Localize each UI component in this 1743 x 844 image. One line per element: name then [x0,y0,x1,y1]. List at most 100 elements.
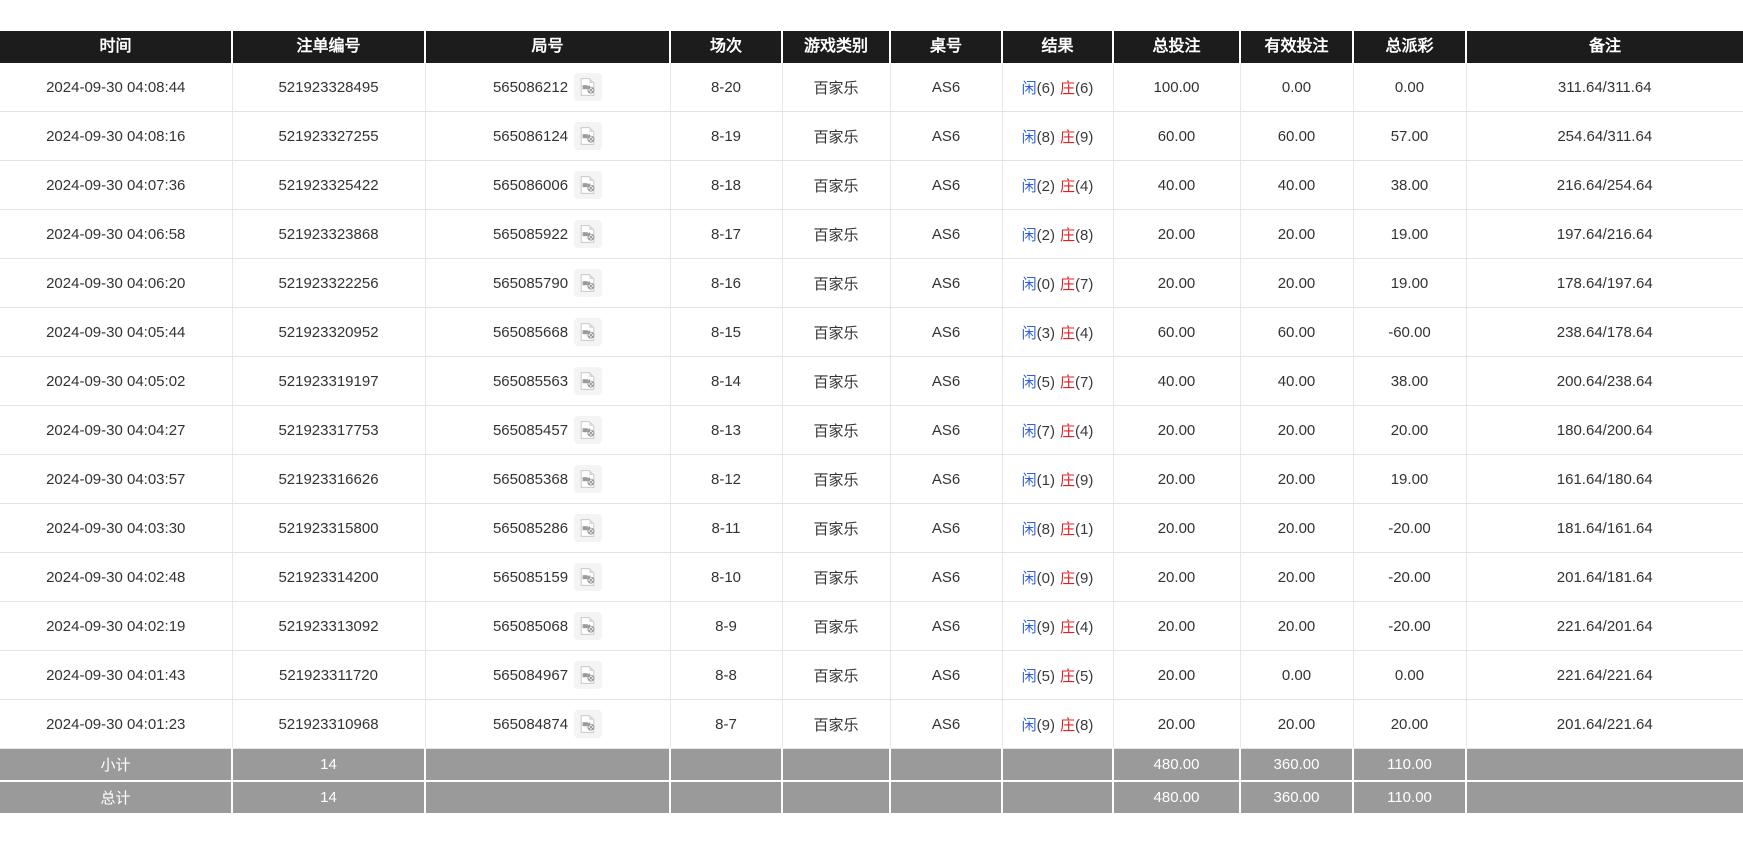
video-replay-icon[interactable] [574,122,603,150]
round-number: 565085286 [492,519,569,537]
summary-label: 小计 [0,748,233,782]
result-player-score: (5) [1036,373,1055,391]
cell-result: 闲(8) 庄(1) [1002,503,1114,553]
table-body: 2024-09-30 04:08:44 521923328495 565086212… [0,63,1743,813]
cell-table-no: AS6 [890,63,1003,112]
result-banker-score: (9) [1075,569,1094,587]
result-banker-label: 庄 [1060,520,1076,538]
video-replay-icon[interactable] [574,367,603,395]
video-replay-icon[interactable] [574,661,603,689]
video-replay-icon[interactable] [574,710,603,738]
cell-round: 565084874 [425,699,671,749]
round-number: 565085668 [492,323,569,341]
summary-table-no [890,748,1003,782]
video-replay-icon[interactable] [574,465,603,493]
cell-time: 2024-09-30 04:04:27 [0,405,233,455]
cell-remark: 221.64/201.64 [1466,601,1743,651]
column-header-remark[interactable]: 备注 [1466,31,1743,63]
cell-total-bet: 100.00 [1113,63,1241,112]
result-banker-label: 庄 [1060,275,1076,293]
cell-game-type: 百家乐 [782,552,891,602]
cell-valid-bet: 0.00 [1240,63,1354,112]
cell-game-type: 百家乐 [782,454,891,504]
cell-table-no: AS6 [890,111,1003,161]
cell-bet-id: 521923322256 [232,258,426,308]
result-player-label: 闲 [1021,520,1037,538]
result-player-label: 闲 [1021,128,1037,146]
cell-session: 8-9 [670,601,783,651]
table-row: 2024-09-30 04:08:44 521923328495 565086212… [0,63,1743,112]
cell-valid-bet: 60.00 [1240,111,1354,161]
cell-total-bet: 20.00 [1113,209,1241,259]
column-header-result[interactable]: 结果 [1002,31,1114,63]
cell-total-bet: 20.00 [1113,405,1241,455]
column-header-valid-bet[interactable]: 有效投注 [1240,31,1354,63]
cell-remark: 180.64/200.64 [1466,405,1743,455]
cell-bet-id: 521923311720 [232,650,426,700]
video-replay-icon[interactable] [574,416,603,444]
column-header-session[interactable]: 场次 [670,31,783,63]
cell-total-bet: 20.00 [1113,699,1241,749]
result-banker-score: (9) [1075,128,1094,146]
result-banker-score: (7) [1075,275,1094,293]
cell-game-type: 百家乐 [782,650,891,700]
cell-bet-id: 521923328495 [232,63,426,112]
cell-bet-id: 521923323868 [232,209,426,259]
cell-table-no: AS6 [890,552,1003,602]
cell-remark: 200.64/238.64 [1466,356,1743,406]
cell-valid-bet: 60.00 [1240,307,1354,357]
cell-payout: -60.00 [1353,307,1467,357]
video-replay-icon[interactable] [574,514,603,542]
summary-session [670,781,783,813]
column-header-time[interactable]: 时间 [0,31,233,63]
cell-game-type: 百家乐 [782,699,891,749]
video-replay-icon[interactable] [574,563,603,591]
cell-time: 2024-09-30 04:02:19 [0,601,233,651]
cell-round: 565084967 [425,650,671,700]
cell-payout: 19.00 [1353,454,1467,504]
cell-bet-id: 521923313092 [232,601,426,651]
round-number: 565085922 [492,225,569,243]
round-number: 565086212 [492,78,569,96]
cell-result: 闲(7) 庄(4) [1002,405,1114,455]
cell-total-bet: 20.00 [1113,601,1241,651]
video-replay-icon[interactable] [574,171,603,199]
column-header-payout[interactable]: 总派彩 [1353,31,1467,63]
cell-time: 2024-09-30 04:07:36 [0,160,233,210]
summary-count: 14 [232,748,426,782]
cell-session: 8-16 [670,258,783,308]
video-replay-icon[interactable] [574,612,603,640]
video-replay-icon[interactable] [574,73,603,101]
summary-round [425,748,671,782]
cell-total-bet: 20.00 [1113,258,1241,308]
result-player-label: 闲 [1021,79,1037,97]
cell-session: 8-8 [670,650,783,700]
result-banker-score: (1) [1075,520,1094,538]
cell-total-bet: 20.00 [1113,650,1241,700]
cell-result: 闲(0) 庄(9) [1002,552,1114,602]
result-player-score: (0) [1036,569,1055,587]
column-header-game-type[interactable]: 游戏类别 [782,31,891,63]
cell-result: 闲(2) 庄(8) [1002,209,1114,259]
cell-valid-bet: 20.00 [1240,699,1354,749]
cell-time: 2024-09-30 04:05:44 [0,307,233,357]
cell-round: 565085286 [425,503,671,553]
round-number: 565085457 [492,421,569,439]
result-player-label: 闲 [1021,275,1037,293]
cell-session: 8-7 [670,699,783,749]
column-header-total-bet[interactable]: 总投注 [1113,31,1241,63]
column-header-table-no[interactable]: 桌号 [890,31,1003,63]
cell-table-no: AS6 [890,356,1003,406]
cell-total-bet: 20.00 [1113,503,1241,553]
cell-game-type: 百家乐 [782,111,891,161]
result-player-label: 闲 [1021,716,1037,734]
column-header-bet-id[interactable]: 注单编号 [232,31,426,63]
video-replay-icon[interactable] [574,269,603,297]
video-replay-icon[interactable] [574,220,603,248]
cell-table-no: AS6 [890,160,1003,210]
cell-payout: 19.00 [1353,209,1467,259]
result-player-label: 闲 [1021,226,1037,244]
video-replay-icon[interactable] [574,318,603,346]
column-header-round[interactable]: 局号 [425,31,671,63]
cell-bet-id: 521923317753 [232,405,426,455]
